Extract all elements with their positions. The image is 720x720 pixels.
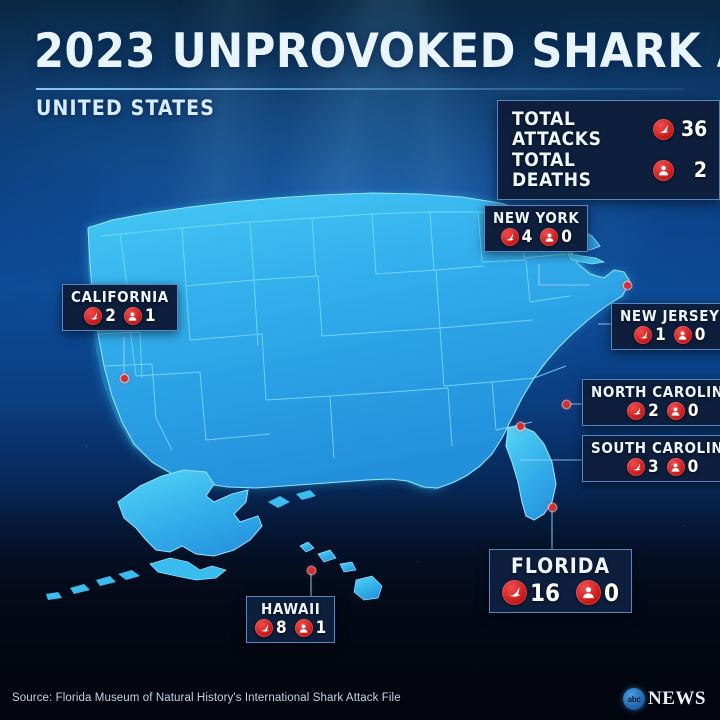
shark-fin-icon: [653, 118, 674, 140]
callout-attacks-value: 4: [521, 226, 533, 247]
page-subtitle: UNITED STATES: [36, 96, 216, 120]
callout-attacks: 4: [500, 226, 533, 247]
callout-state-label: FLORIDA: [510, 554, 611, 578]
marker-dot-florida: [549, 504, 556, 511]
total-attacks-label: TOTAL ATTACKS: [512, 108, 602, 150]
callout-south-carolina: SOUTH CAROLINA 3 0: [582, 435, 720, 482]
shark-fin-icon: [255, 619, 273, 637]
callout-attacks-value: 8: [276, 617, 287, 638]
shark-fin-icon: [502, 580, 527, 605]
callout-deaths: 0: [576, 580, 619, 605]
person-silhouette-icon: [123, 307, 142, 325]
total-attacks-value: 36: [681, 116, 708, 141]
callout-deaths-value: 0: [604, 578, 620, 607]
callout-deaths-value: 1: [144, 305, 156, 326]
totals-row-attacks: TOTAL ATTACKS 36: [512, 109, 707, 149]
callout-deaths: 0: [666, 400, 699, 421]
callout-attacks-value: 16: [530, 578, 561, 607]
callout-new-york: NEW YORK 4 0: [484, 205, 589, 252]
person-silhouette-icon: [540, 228, 559, 246]
person-silhouette-icon: [666, 458, 685, 476]
callout-attacks-value: 1: [655, 324, 666, 345]
callout-deaths: 0: [540, 228, 572, 246]
callout-deaths-value: 1: [315, 617, 327, 638]
alaska: [46, 469, 316, 600]
callout-deaths-value: 0: [687, 456, 699, 477]
marker-dot-newyork: [624, 282, 631, 289]
callout-attacks-value: 3: [648, 456, 659, 477]
totals-row-deaths: TOTAL DEATHS 2: [512, 150, 707, 190]
callout-attacks: 8: [255, 619, 287, 637]
callout-attacks: 1: [634, 326, 666, 344]
total-deaths-label: TOTAL DEATHS: [512, 149, 592, 191]
us-map: [0, 150, 720, 650]
totals-panel: TOTAL ATTACKS 36 TOTAL DEATHS 2: [497, 100, 720, 200]
abc-logo-icon: abc: [623, 688, 646, 710]
callout-state-label: NEW YORK: [493, 209, 580, 227]
page-title: 2023 UNPROVOKED SHARK ATTACKS: [34, 24, 720, 79]
source-attribution: Source: Florida Museum of Natural Histor…: [12, 692, 401, 704]
shark-fin-icon: [84, 307, 103, 325]
callout-deaths: 0: [673, 324, 706, 345]
callout-attacks: 3: [627, 458, 659, 476]
callout-deaths: 1: [123, 305, 156, 326]
person-silhouette-icon: [576, 580, 602, 605]
callout-deaths: 0: [666, 456, 699, 477]
callout-state-label: NEW JERSEY: [620, 307, 720, 325]
total-deaths-value: 2: [693, 157, 707, 182]
florida: [505, 425, 557, 521]
callout-california: CALIFORNIA 2 1: [62, 284, 178, 331]
callout-attacks-value: 2: [105, 305, 116, 326]
abc-logo-mark: abc: [627, 694, 641, 704]
marker-dot-northcarolina: [563, 401, 570, 408]
news-wordmark: NEWS: [648, 688, 706, 709]
callout-deaths-value: 0: [687, 400, 699, 421]
hawaii-islands: [299, 541, 383, 601]
callout-deaths-value: 0: [694, 324, 706, 345]
callout-attacks: 2: [84, 307, 116, 325]
callout-north-carolina: NORTH CAROLINA 2 0: [582, 379, 720, 426]
abc-news-logo: abc NEWS: [623, 688, 706, 710]
callout-state-label: NORTH CAROLINA: [591, 383, 720, 401]
callout-attacks: 2: [627, 402, 659, 420]
marker-dot-southcarolina: [517, 423, 524, 430]
person-silhouette-icon: [673, 326, 692, 344]
shark-fin-icon: [627, 458, 645, 476]
callout-attacks-value: 2: [648, 400, 659, 421]
callout-new-jersey: NEW JERSEY 1 0: [611, 303, 720, 350]
callout-hawaii: HAWAII 8 1: [246, 596, 336, 643]
shark-fin-icon: [634, 326, 653, 344]
marker-dot-hawaii: [308, 567, 315, 574]
callout-state-label: CALIFORNIA: [71, 288, 169, 306]
title-divider: [36, 88, 684, 90]
callout-deaths: 1: [294, 617, 327, 638]
callout-deaths-value: 0: [561, 226, 572, 247]
person-silhouette-icon: [294, 619, 313, 637]
callout-state-label: SOUTH CAROLINA: [591, 439, 720, 457]
shark-fin-icon: [500, 228, 519, 246]
marker-dot-california: [121, 375, 128, 382]
shark-fin-icon: [627, 402, 646, 420]
callout-state-label: HAWAII: [260, 600, 321, 618]
callout-florida: FLORIDA 16 0: [489, 549, 633, 613]
person-silhouette-icon: [666, 402, 685, 420]
person-silhouette-icon: [653, 159, 674, 181]
callout-attacks: 16: [502, 580, 560, 605]
state-borders: [92, 211, 571, 459]
